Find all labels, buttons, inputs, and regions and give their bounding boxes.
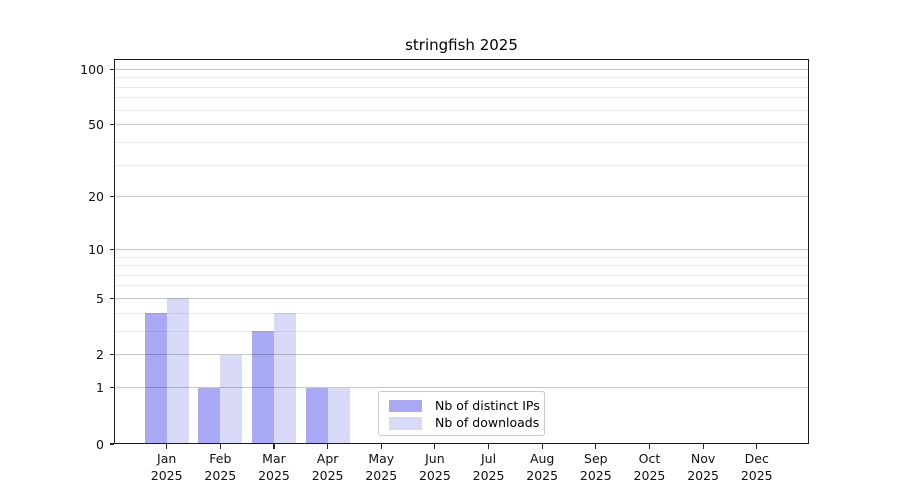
legend-row-downloads: Nb of downloads [389,415,544,433]
x-tick-year: 2025 [526,468,559,483]
bar-mar-downloads [273,313,296,443]
x-tick-label: May 2025 [349,450,413,484]
y-tick-mark [109,196,114,198]
y-tick-mark [109,68,114,70]
bar-apr-downloads [327,387,350,443]
legend-label: Nb of distinct IPs [435,397,540,413]
legend-row-distinct-ips: Nb of distinct IPs [389,397,544,415]
y-tick-label: 10 [88,241,104,257]
x-tick-month: Jan [157,451,177,466]
chart-title: stringfish 2025 [405,36,518,54]
legend-label: Nb of downloads [435,415,540,431]
y-tick-label: 5 [96,290,104,306]
y-tick-label: 1 [96,380,104,396]
x-tick-year: 2025 [687,468,719,483]
x-tick-mark [219,444,221,449]
y-tick-label: 100 [80,61,104,77]
y-tick-mark [109,443,114,445]
y-tick-mark [109,387,114,389]
x-tick-year: 2025 [740,468,773,483]
bar-jan-distinct-ips [144,313,167,443]
x-tick-label: Nov 2025 [671,450,735,484]
x-tick-year: 2025 [579,468,612,483]
x-tick-mark [327,444,329,449]
x-tick-year: 2025 [150,468,183,483]
x-tick-mark [756,444,758,449]
y-tick-mark [109,124,114,126]
x-tick-month: Nov [690,451,716,466]
bar-feb-distinct-ips [198,387,221,443]
y-tick-label: 2 [96,347,104,363]
bar-feb-downloads [220,354,243,443]
x-tick-mark [702,444,704,449]
x-tick-label: Dec 2025 [725,450,789,484]
x-tick-label: Aug 2025 [510,450,574,484]
x-tick-month: Oct [638,451,661,466]
x-tick-mark [434,444,436,449]
x-tick-month: Sep [584,451,608,466]
x-tick-mark [380,444,382,449]
legend: Nb of distinct IPs Nb of downloads [378,391,545,436]
x-tick-month: Jul [480,451,497,466]
y-tick-mark [109,248,114,250]
bar-jan-downloads [166,298,189,443]
x-tick-month: Jun [425,451,445,466]
bar-apr-distinct-ips [305,387,328,443]
x-tick-month: Aug [529,451,555,466]
legend-swatch-distinct-ips [389,399,422,412]
x-tick-mark [541,444,543,449]
bar-mar-distinct-ips [251,331,274,443]
y-tick-mark [109,297,114,300]
x-tick-year: 2025 [418,468,451,483]
x-tick-year: 2025 [204,468,237,483]
x-tick-mark [595,444,597,449]
x-tick-year: 2025 [258,468,290,483]
x-tick-year: 2025 [311,468,344,483]
x-tick-label: Feb 2025 [188,450,252,484]
y-tick-label: 0 [96,436,104,452]
x-tick-label: Oct 2025 [617,450,681,484]
x-tick-month: Dec [744,451,769,466]
x-tick-month: May [368,451,395,466]
x-tick-label: Apr 2025 [296,450,360,484]
x-tick-month: Mar [262,451,286,466]
x-tick-month: Feb [209,451,232,466]
x-tick-label: Mar 2025 [242,450,306,484]
x-tick-mark [648,444,651,449]
x-tick-mark [487,444,490,449]
x-tick-label: Jan 2025 [135,450,199,484]
x-tick-mark [166,444,168,449]
x-tick-year: 2025 [633,468,666,483]
legend-swatch-downloads [389,417,422,430]
y-tick-label: 20 [88,189,104,205]
y-tick-mark [109,354,114,356]
x-tick-mark [273,444,275,449]
x-tick-year: 2025 [365,468,398,483]
x-tick-label: Sep 2025 [564,450,628,484]
x-tick-label: Jun 2025 [403,450,467,484]
x-tick-month: Apr [316,451,339,466]
x-tick-label: Jul 2025 [457,450,521,484]
y-tick-label: 50 [88,117,104,133]
x-tick-year: 2025 [472,468,505,483]
